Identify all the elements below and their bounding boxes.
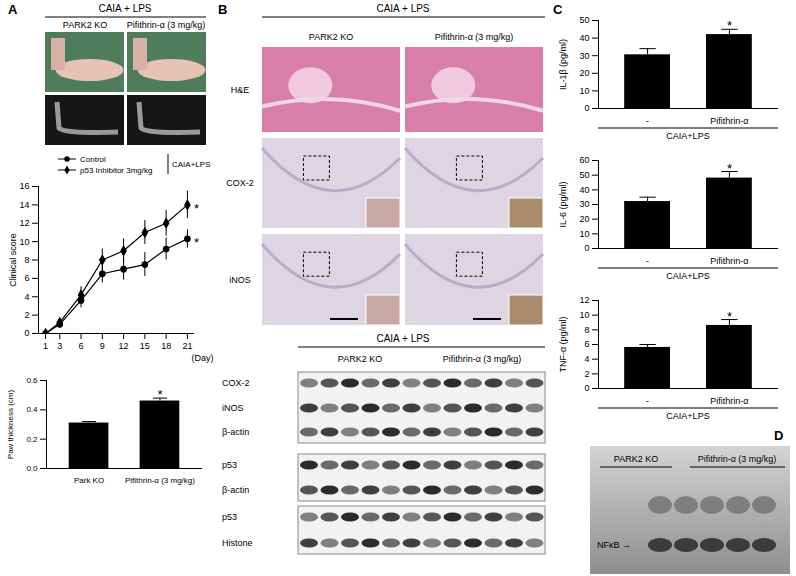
svg-text:Pifithrin-α (3 mg/kg): Pifithrin-α (3 mg/kg) xyxy=(443,354,522,364)
svg-text:PARK2 KO: PARK2 KO xyxy=(309,32,353,42)
svg-text:*: * xyxy=(194,235,199,250)
svg-text:20: 20 xyxy=(579,214,589,224)
svg-text:0: 0 xyxy=(584,243,589,253)
svg-text:0: 0 xyxy=(584,103,589,113)
svg-text:(Day): (Day) xyxy=(192,353,214,363)
svg-text:16: 16 xyxy=(19,181,29,191)
svg-text:40: 40 xyxy=(579,185,589,195)
svg-text:40: 40 xyxy=(579,33,589,43)
svg-text:PARK2 KO: PARK2 KO xyxy=(614,454,658,464)
svg-text:iNOS: iNOS xyxy=(229,275,251,285)
svg-text:Clinical score: Clinical score xyxy=(8,233,18,287)
svg-text:-: - xyxy=(646,116,649,126)
svg-text:30: 30 xyxy=(579,199,589,209)
svg-text:Pifithrin-α: Pifithrin-α xyxy=(710,116,748,126)
svg-text:20: 20 xyxy=(579,68,589,78)
svg-text:Pifithrin-α (3 mg/kg): Pifithrin-α (3 mg/kg) xyxy=(125,476,195,485)
svg-text:-: - xyxy=(646,256,649,266)
svg-text:0.2: 0.2 xyxy=(26,435,38,444)
svg-text:NFκB →: NFκB → xyxy=(597,540,631,550)
svg-text:0.0: 0.0 xyxy=(26,464,38,473)
svg-text:Pifithrin-α (3 mg/kg): Pifithrin-α (3 mg/kg) xyxy=(127,20,206,30)
svg-text:50: 50 xyxy=(579,15,589,25)
svg-text:Park KO: Park KO xyxy=(74,476,104,485)
svg-text:p53 Inhibitor 3mg/kg: p53 Inhibitor 3mg/kg xyxy=(80,166,153,175)
svg-text:*: * xyxy=(727,18,732,33)
svg-text:9: 9 xyxy=(100,341,105,351)
svg-text:IL-6 (pg/ml): IL-6 (pg/ml) xyxy=(558,181,568,227)
svg-text:p53: p53 xyxy=(222,512,237,522)
svg-text:PARK2 KO: PARK2 KO xyxy=(338,354,382,364)
svg-text:12: 12 xyxy=(579,295,589,305)
svg-text:3: 3 xyxy=(57,341,62,351)
svg-text:*: * xyxy=(727,309,732,324)
svg-text:H&E: H&E xyxy=(231,85,250,95)
svg-text:0.6: 0.6 xyxy=(26,376,38,385)
svg-text:12: 12 xyxy=(19,218,29,228)
svg-text:CAIA+LPS: CAIA+LPS xyxy=(666,131,709,141)
svg-text:2: 2 xyxy=(584,369,589,379)
svg-text:8: 8 xyxy=(584,325,589,335)
svg-text:CAIA+LPS: CAIA+LPS xyxy=(172,160,210,169)
svg-text:CAIA + LPS: CAIA + LPS xyxy=(376,3,429,14)
svg-text:CAIA+LPS: CAIA+LPS xyxy=(666,411,709,421)
svg-text:CAIA+LPS: CAIA+LPS xyxy=(666,271,709,281)
svg-text:PARK2 KO: PARK2 KO xyxy=(63,20,107,30)
svg-text:50: 50 xyxy=(579,170,589,180)
svg-text:30: 30 xyxy=(579,51,589,61)
svg-text:12: 12 xyxy=(119,341,129,351)
svg-text:10: 10 xyxy=(579,310,589,320)
svg-text:6: 6 xyxy=(584,339,589,349)
svg-text:10: 10 xyxy=(579,229,589,239)
svg-text:COX-2: COX-2 xyxy=(222,378,250,388)
svg-text:B: B xyxy=(218,2,227,17)
svg-text:CAIA + LPS: CAIA + LPS xyxy=(376,333,429,344)
svg-text:CAIA + LPS: CAIA + LPS xyxy=(98,3,151,14)
svg-text:1: 1 xyxy=(43,341,48,351)
svg-text:β-actin: β-actin xyxy=(222,485,249,495)
svg-text:2: 2 xyxy=(24,310,29,320)
svg-text:18: 18 xyxy=(161,341,171,351)
svg-text:Paw thickness (cm): Paw thickness (cm) xyxy=(6,389,15,459)
svg-text:*: * xyxy=(727,161,732,176)
svg-text:10: 10 xyxy=(19,237,29,247)
svg-text:Histone: Histone xyxy=(222,538,253,548)
svg-text:Pifithrin-α: Pifithrin-α xyxy=(710,256,748,266)
svg-text:10: 10 xyxy=(579,86,589,96)
svg-text:0: 0 xyxy=(584,383,589,393)
svg-text:8: 8 xyxy=(24,255,29,265)
svg-text:4: 4 xyxy=(584,354,589,364)
svg-text:6: 6 xyxy=(24,273,29,283)
svg-text:14: 14 xyxy=(19,200,29,210)
svg-text:β-actin: β-actin xyxy=(222,427,249,437)
svg-text:0.4: 0.4 xyxy=(26,405,38,414)
svg-text:6: 6 xyxy=(79,341,84,351)
svg-text:A: A xyxy=(8,2,18,17)
svg-text:COX-2: COX-2 xyxy=(226,178,254,188)
svg-text:-: - xyxy=(646,396,649,406)
svg-text:15: 15 xyxy=(140,341,150,351)
svg-text:D: D xyxy=(774,428,783,443)
svg-text:*: * xyxy=(157,387,162,402)
svg-text:*: * xyxy=(194,201,199,216)
svg-text:Pifithrin-α (3 mg/kg): Pifithrin-α (3 mg/kg) xyxy=(435,32,514,42)
svg-text:IL-1β (pg/ml): IL-1β (pg/ml) xyxy=(558,39,568,90)
svg-text:60: 60 xyxy=(579,155,589,165)
svg-text:p53: p53 xyxy=(222,460,237,470)
svg-text:4: 4 xyxy=(24,292,29,302)
svg-text:iNOS: iNOS xyxy=(222,403,244,413)
svg-text:0: 0 xyxy=(24,328,29,338)
svg-text:21: 21 xyxy=(182,341,192,351)
svg-text:C: C xyxy=(553,2,563,17)
svg-text:Pifithrin-α (3 mg/kg): Pifithrin-α (3 mg/kg) xyxy=(698,454,777,464)
svg-text:Control: Control xyxy=(80,155,106,164)
svg-text:Pifithrin-α: Pifithrin-α xyxy=(710,396,748,406)
svg-text:TNF-α (pg/ml): TNF-α (pg/ml) xyxy=(558,316,568,372)
